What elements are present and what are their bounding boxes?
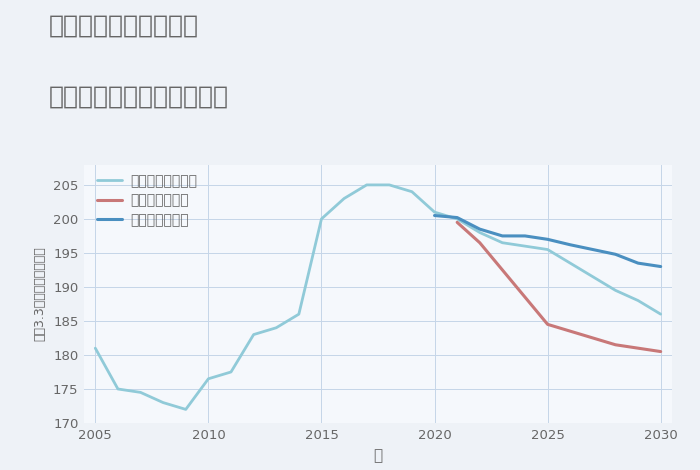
グッドシナリオ [657, 264, 665, 269]
ノーマルシナリオ [227, 369, 235, 375]
グッドシナリオ [566, 242, 575, 248]
ノーマルシナリオ [249, 332, 258, 337]
ノーマルシナリオ [657, 311, 665, 317]
Line: グッドシナリオ: グッドシナリオ [435, 216, 661, 266]
ノーマルシナリオ [295, 311, 303, 317]
バッドシナリオ [566, 329, 575, 334]
グッドシナリオ [634, 260, 643, 266]
グッドシナリオ [589, 247, 597, 252]
ノーマルシナリオ [430, 209, 439, 215]
Y-axis label: 坪（3.3㎡）単価（万円）: 坪（3.3㎡）単価（万円） [33, 246, 46, 341]
Legend: ノーマルシナリオ, バッドシナリオ, グッドシナリオ: ノーマルシナリオ, バッドシナリオ, グッドシナリオ [97, 174, 197, 227]
グッドシナリオ [475, 227, 484, 232]
ノーマルシナリオ [475, 230, 484, 235]
ノーマルシナリオ [272, 325, 281, 330]
ノーマルシナリオ [181, 407, 190, 412]
バッドシナリオ [521, 294, 529, 300]
X-axis label: 年: 年 [373, 448, 383, 463]
ノーマルシナリオ [113, 386, 122, 392]
バッドシナリオ [453, 219, 461, 225]
グッドシナリオ [543, 236, 552, 242]
グッドシナリオ [498, 233, 507, 239]
バッドシナリオ [589, 335, 597, 341]
ノーマルシナリオ [159, 400, 167, 406]
ノーマルシナリオ [521, 243, 529, 249]
ノーマルシナリオ [566, 260, 575, 266]
Line: バッドシナリオ: バッドシナリオ [457, 222, 661, 352]
ノーマルシナリオ [340, 196, 349, 201]
ノーマルシナリオ [611, 288, 620, 293]
Line: ノーマルシナリオ: ノーマルシナリオ [95, 185, 661, 409]
ノーマルシナリオ [317, 216, 326, 222]
グッドシナリオ [611, 251, 620, 257]
Text: 兵庫県西宮市上之町の: 兵庫県西宮市上之町の [49, 14, 199, 38]
バッドシナリオ [657, 349, 665, 354]
ノーマルシナリオ [91, 345, 99, 351]
ノーマルシナリオ [453, 216, 461, 222]
ノーマルシナリオ [385, 182, 393, 188]
バッドシナリオ [611, 342, 620, 348]
バッドシナリオ [543, 321, 552, 327]
ノーマルシナリオ [543, 247, 552, 252]
バッドシナリオ [634, 345, 643, 351]
Text: 中古マンションの価格推移: 中古マンションの価格推移 [49, 85, 229, 109]
ノーマルシナリオ [204, 376, 213, 382]
ノーマルシナリオ [136, 390, 145, 395]
バッドシナリオ [498, 267, 507, 273]
ノーマルシナリオ [407, 189, 416, 195]
グッドシナリオ [521, 233, 529, 239]
ノーマルシナリオ [634, 298, 643, 303]
ノーマルシナリオ [363, 182, 371, 188]
グッドシナリオ [430, 213, 439, 219]
バッドシナリオ [475, 240, 484, 245]
グッドシナリオ [453, 215, 461, 220]
ノーマルシナリオ [589, 274, 597, 280]
ノーマルシナリオ [498, 240, 507, 245]
